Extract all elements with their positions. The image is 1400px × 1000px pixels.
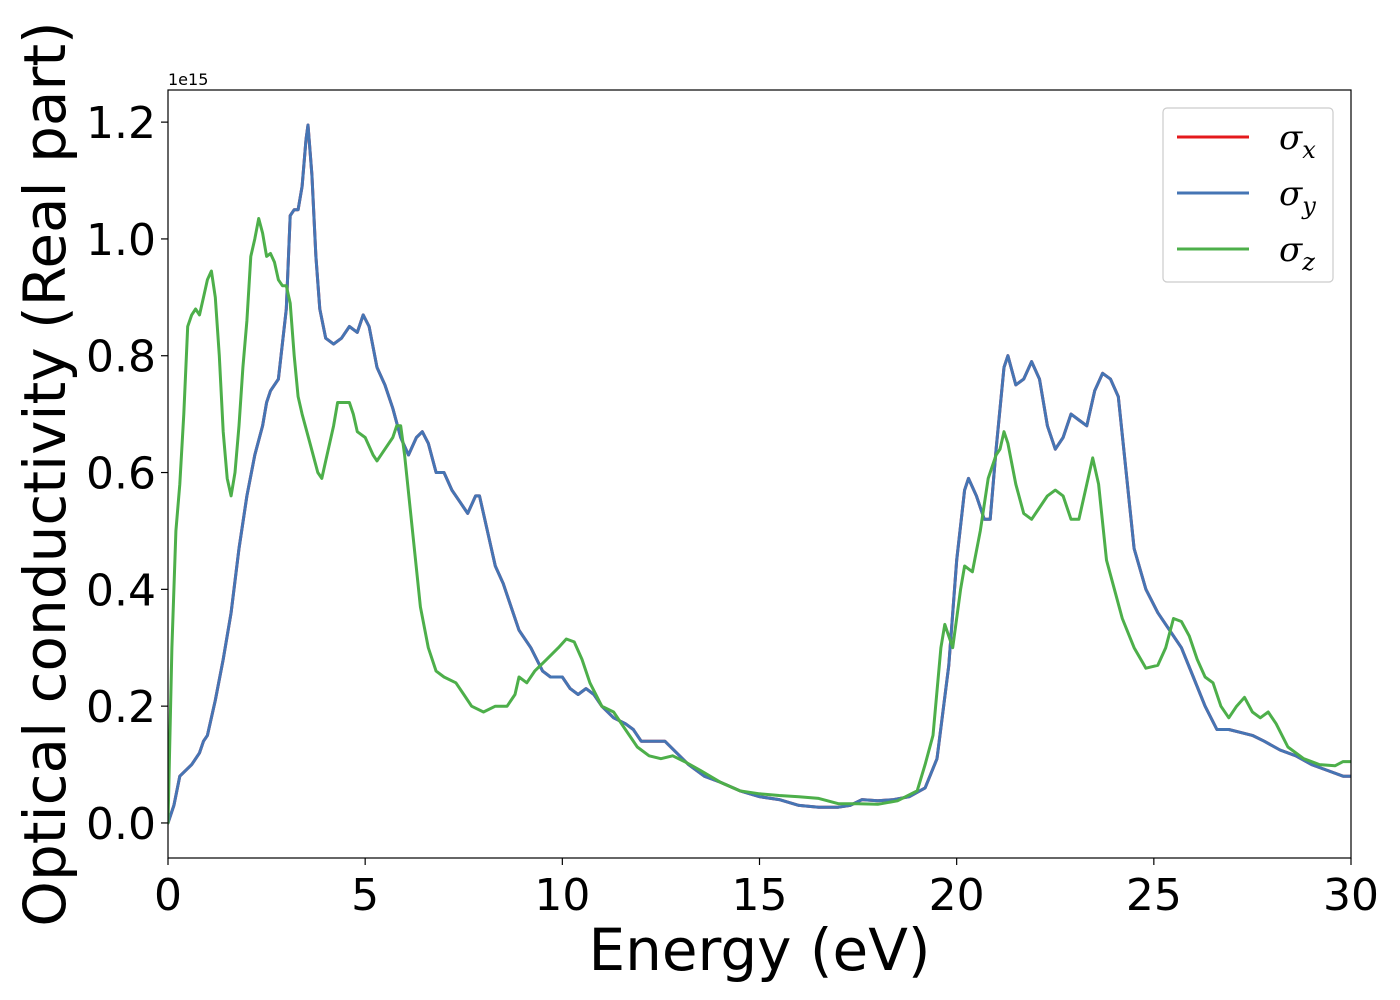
y-tick-label: 0.6 — [86, 449, 156, 500]
x-axis-title: Energy (eV) — [588, 916, 930, 984]
x-tick-label: 20 — [929, 870, 985, 921]
legend: σx σy σz — [1162, 107, 1334, 283]
x-tick-label: 15 — [732, 870, 788, 921]
legend-frame — [1162, 107, 1334, 283]
x-tick-label: 5 — [351, 870, 379, 921]
y-tick-label: 0.8 — [86, 332, 156, 383]
legend-label-x: σx — [1279, 118, 1316, 164]
series-line-z — [168, 217, 1351, 825]
series-layer — [168, 123, 1351, 825]
y-tick-label: 0.4 — [86, 565, 156, 616]
x-tick-label: 25 — [1126, 870, 1182, 921]
y-tick-label: 0.2 — [86, 682, 156, 733]
x-tick-label: 30 — [1323, 870, 1379, 921]
series-line-y — [168, 123, 1351, 825]
legend-label-y: σy — [1279, 174, 1316, 220]
y-tick-label: 0.0 — [86, 799, 156, 850]
x-axis-ticks: 0 5 10 15 20 25 30 — [154, 858, 1379, 921]
x-tick-label: 0 — [154, 870, 182, 921]
y-offset-label: 1e15 — [168, 70, 208, 89]
legend-label-z: σz — [1279, 230, 1315, 276]
y-axis-ticks: 0.0 0.2 0.4 0.6 0.8 1.0 1.2 — [86, 98, 168, 850]
x-tick-label: 10 — [534, 870, 590, 921]
y-axis-title: Optical conductivity (Real part) — [11, 21, 79, 926]
y-tick-label: 1.2 — [86, 98, 156, 149]
y-tick-label: 1.0 — [86, 215, 156, 266]
